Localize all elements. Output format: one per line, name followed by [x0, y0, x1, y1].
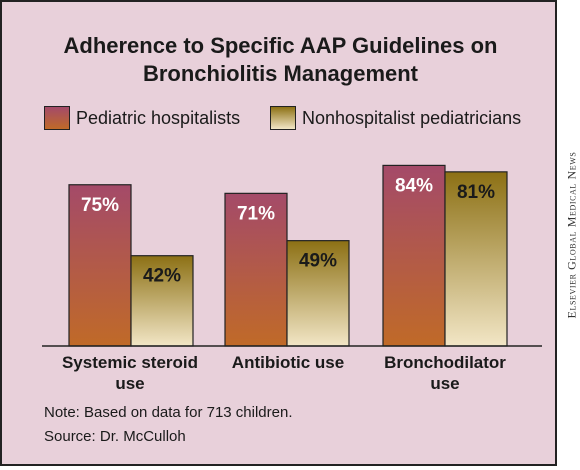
value-label-antibiotic-nonhospitalists: 49%: [299, 251, 337, 272]
value-label-bronchodilator-nonhospitalists: 81%: [457, 182, 495, 203]
chart-title: Adherence to Specific AAP Guidelines on …: [63, 33, 498, 86]
bar-antibiotic-nonhospitalists: [286, 240, 350, 347]
category-label-antibiotic: Antibiotic use: [231, 353, 345, 372]
bar-chart: 75% 42% 71% 49% 84% 81%: [42, 164, 542, 347]
bar-bronchodilator-nonhospitalists: [444, 171, 508, 347]
bar-steroid-hospitalists: [68, 184, 132, 347]
legend-label-hospitalists: Pediatric hospitalists: [76, 107, 241, 128]
chart-panel: Adherence to Specific AAP Guidelines on …: [0, 0, 557, 466]
category-label-bronchodilator: Bronchodilator use: [384, 353, 506, 393]
legend-item-nonhospitalists: Nonhospitalist pediatricians: [270, 106, 521, 130]
category-label-steroid: Systemic steroid use: [61, 353, 199, 393]
note-text: Note: Based on data for 713 children.: [44, 404, 293, 421]
value-label-bronchodilator-hospitalists: 84%: [395, 175, 433, 196]
bar-antibiotic-hospitalists: [224, 192, 288, 347]
value-label-steroid-hospitalists: 75%: [81, 195, 119, 216]
legend-swatch-nonhospitalists: [270, 106, 296, 130]
legend-item-hospitalists: Pediatric hospitalists: [44, 106, 240, 130]
watermark: Elsevier Global Medical News: [564, 151, 579, 319]
legend-label-nonhospitalists: Nonhospitalist pediatricians: [302, 107, 522, 128]
value-label-steroid-nonhospitalists: 42%: [143, 266, 181, 287]
legend-swatch-hospitalists: [44, 106, 70, 130]
bar-steroid-nonhospitalists: [130, 255, 194, 347]
source-text: Source: Dr. McCulloh: [44, 428, 186, 445]
value-label-antibiotic-hospitalists: 71%: [237, 203, 275, 224]
